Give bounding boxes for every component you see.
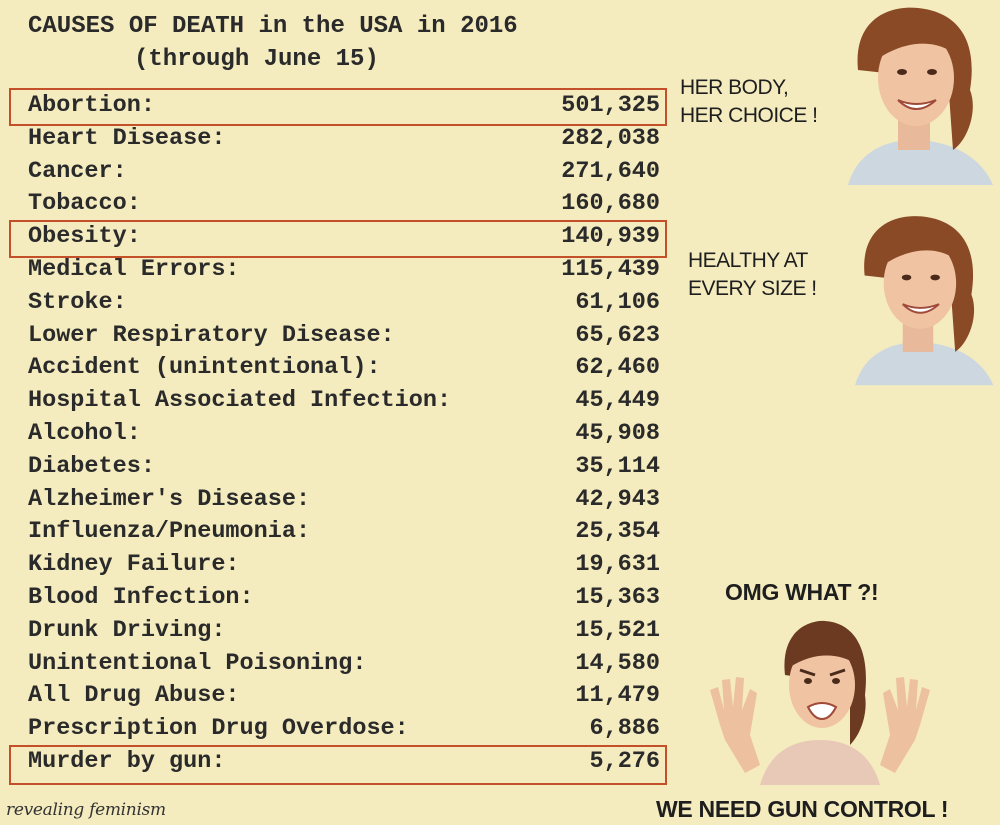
cause-label: Diabetes: (28, 452, 155, 480)
death-count: 282,038 (561, 124, 660, 152)
cause-label: Prescription Drug Overdose: (28, 715, 409, 743)
death-count: 45,449 (575, 387, 660, 415)
highlight-box-murder-by-gun (9, 745, 667, 785)
cause-label: Medical Errors: (28, 255, 240, 283)
table-row: Stroke: 61,106 (28, 287, 660, 320)
table-row: Lower Respiratory Disease: 65,623 (28, 320, 660, 353)
smiling-woman-photo (848, 7, 993, 185)
death-count: 15,363 (575, 583, 660, 611)
table-row: All Drug Abuse: 11,479 (28, 680, 660, 713)
cause-label: Obesity: (28, 223, 141, 251)
caption-line: HEALTHY AT (688, 249, 808, 272)
smiling-woman-photo (855, 216, 994, 386)
highlight-box-obesity (9, 220, 667, 258)
death-count: 19,631 (575, 551, 660, 579)
table-row: Tobacco: 160,680 (28, 188, 660, 221)
death-count: 160,680 (561, 190, 660, 218)
table-row: Medical Errors: 115,439 (28, 254, 660, 287)
cause-label: Lower Respiratory Disease: (28, 321, 395, 349)
table-row: Drunk Driving: 15,521 (28, 615, 660, 648)
table-row: Accident (unintentional): 62,460 (28, 352, 660, 385)
page-title: CAUSES OF DEATH in the USA in 2016 (thro… (28, 10, 518, 76)
cause-label: Drunk Driving: (28, 616, 226, 644)
watermark: revealing feminism (6, 800, 166, 820)
death-count: 35,114 (575, 452, 660, 480)
cause-label: Blood Infection: (28, 583, 254, 611)
title-line-1: CAUSES OF DEATH in the USA in 2016 (28, 13, 518, 40)
table-row: Abortion: 501,325 (28, 90, 660, 123)
death-count: 11,479 (575, 682, 660, 710)
death-count: 42,943 (575, 485, 660, 513)
table-row: Obesity: 140,939 (28, 221, 660, 254)
caption-omg-what: OMG WHAT ?! (725, 579, 879, 605)
shocked-woman-photo (710, 620, 930, 785)
cause-label: Murder by gun: (28, 747, 226, 775)
causes-table: Abortion: 501,325 Heart Disease: 282,038 Can… (28, 90, 660, 779)
death-count: 115,439 (561, 255, 660, 283)
table-row: Murder by gun: 5,276 (28, 746, 660, 779)
table-row: Prescription Drug Overdose: 6,886 (28, 713, 660, 746)
death-count: 14,580 (575, 649, 660, 677)
cause-label: Kidney Failure: (28, 551, 240, 579)
cause-label: Heart Disease: (28, 124, 226, 152)
cause-label: Abortion: (28, 92, 155, 119)
table-row: Unintentional Poisoning: 14,580 (28, 648, 660, 681)
table-row: Hospital Associated Infection: 45,449 (28, 385, 660, 418)
cause-label: Influenza/Pneumonia: (28, 518, 311, 546)
table-row: Influenza/Pneumonia: 25,354 (28, 516, 660, 549)
table-row: Alcohol: 45,908 (28, 418, 660, 451)
death-count: 62,460 (575, 354, 660, 382)
caption-her-body: HER BODY, HER CHOICE ! (680, 74, 818, 130)
death-count: 25,354 (575, 518, 660, 546)
caption-line: EVERY SIZE ! (688, 277, 817, 300)
table-row: Heart Disease: 282,038 (28, 123, 660, 156)
cause-label: Alcohol: (28, 419, 141, 447)
death-count: 15,521 (575, 616, 660, 644)
caption-healthy-at-every-size: HEALTHY AT EVERY SIZE ! (688, 247, 817, 303)
death-count: 61,106 (575, 288, 660, 316)
highlight-box-abortion (9, 88, 667, 126)
death-count: 271,640 (561, 157, 660, 185)
death-count: 45,908 (575, 419, 660, 447)
death-count: 65,623 (575, 321, 660, 349)
caption-line: HER BODY, (680, 76, 789, 99)
cause-label: Hospital Associated Infection: (28, 387, 452, 415)
death-count: 501,325 (561, 92, 660, 119)
cause-label: Tobacco: (28, 190, 141, 218)
death-count: 140,939 (561, 223, 660, 251)
cause-label: Cancer: (28, 157, 127, 185)
cause-label: Accident (unintentional): (28, 354, 381, 382)
death-count: 6,886 (589, 715, 660, 743)
cause-label: All Drug Abuse: (28, 682, 240, 710)
table-row: Kidney Failure: 19,631 (28, 549, 660, 582)
caption-line: HER CHOICE ! (680, 104, 818, 127)
cause-label: Unintentional Poisoning: (28, 649, 367, 677)
table-row: Blood Infection: 15,363 (28, 582, 660, 615)
death-count: 5,276 (589, 747, 660, 775)
caption-gun-control: WE NEED GUN CONTROL ! (656, 796, 949, 822)
title-line-2: (through June 15) (134, 46, 379, 73)
cause-label: Stroke: (28, 288, 127, 316)
table-row: Alzheimer's Disease: 42,943 (28, 484, 660, 517)
table-row: Diabetes: 35,114 (28, 451, 660, 484)
cause-label: Alzheimer's Disease: (28, 485, 311, 513)
table-row: Cancer: 271,640 (28, 156, 660, 189)
